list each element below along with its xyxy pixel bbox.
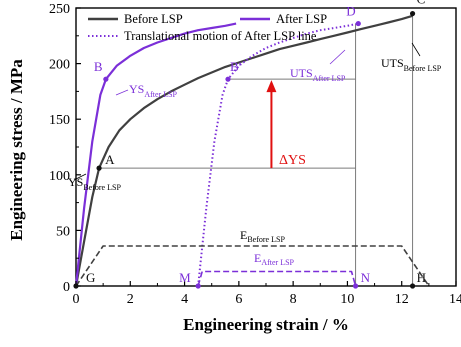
y-axis-label: Engineering stress / MPa bbox=[7, 59, 26, 241]
point-marker bbox=[103, 77, 108, 82]
x-tick-label: 6 bbox=[235, 292, 242, 307]
x-tick-label: 8 bbox=[290, 292, 297, 307]
point-label: B′ bbox=[230, 59, 242, 74]
guide-lines bbox=[99, 14, 413, 286]
ys-after-label: YSAfter LSP bbox=[129, 82, 178, 99]
uts-before-label: UTSBefore LSP bbox=[381, 56, 442, 73]
x-tick-label: 2 bbox=[127, 292, 134, 307]
y-tick-label: 0 bbox=[63, 280, 70, 295]
x-tick-label: 14 bbox=[449, 292, 461, 307]
point-label: B bbox=[94, 59, 103, 74]
point-marker bbox=[410, 283, 415, 288]
legend-label-before-lsp: Before LSP bbox=[124, 12, 183, 26]
legend-label-after-lsp: After LSP bbox=[276, 12, 327, 26]
chart-series bbox=[76, 16, 429, 286]
annotation-pointers bbox=[74, 43, 420, 180]
point-label: D bbox=[346, 4, 355, 19]
point-marker bbox=[410, 11, 415, 16]
series-line-4 bbox=[198, 272, 356, 287]
y-tick-label: 200 bbox=[49, 58, 70, 73]
y-tick-label: 50 bbox=[56, 224, 70, 239]
point-label: H bbox=[417, 270, 426, 285]
point-marker bbox=[225, 77, 230, 82]
x-tick-label: 10 bbox=[340, 292, 354, 307]
x-tick-label: 12 bbox=[395, 292, 409, 307]
e-before-label: EBefore LSP bbox=[240, 228, 285, 244]
point-marker bbox=[73, 283, 78, 288]
uts-before-pointer bbox=[412, 43, 420, 56]
y-tick-label: 150 bbox=[49, 113, 70, 128]
point-marker bbox=[353, 283, 358, 288]
point-label: A bbox=[105, 152, 115, 167]
plot-frame bbox=[76, 8, 456, 286]
delta-ys-arrow bbox=[266, 80, 276, 168]
x-tick-label: 0 bbox=[73, 292, 80, 307]
x-axis-label: Engineering strain / % bbox=[183, 315, 349, 334]
e-after-label: EAfter LSP bbox=[254, 251, 295, 267]
y-tick-label: 250 bbox=[49, 2, 70, 17]
uts-after-pointer bbox=[330, 50, 345, 64]
point-label: M bbox=[179, 270, 191, 285]
delta-ys-arrow-head bbox=[266, 80, 276, 92]
ys-after-pointer bbox=[116, 90, 128, 95]
point-marker bbox=[356, 21, 361, 26]
legend: Before LSP After LSP Translational motio… bbox=[88, 12, 327, 43]
x-axis-ticks: 0 2 4 6 8 10 12 14 bbox=[73, 281, 461, 307]
legend-label-translational: Translational motion of After LSP line bbox=[124, 29, 317, 43]
point-label: G bbox=[86, 270, 95, 285]
series-line-3 bbox=[76, 246, 429, 286]
point-marker bbox=[96, 166, 101, 171]
point-label: C bbox=[417, 0, 426, 7]
delta-ys-label: ΔYS bbox=[279, 153, 306, 168]
x-tick-label: 4 bbox=[181, 292, 188, 307]
point-label: N bbox=[361, 270, 371, 285]
uts-after-label: UTSAfter LSP bbox=[290, 66, 346, 83]
y-tick-label: 100 bbox=[49, 169, 70, 184]
point-marker bbox=[196, 283, 201, 288]
